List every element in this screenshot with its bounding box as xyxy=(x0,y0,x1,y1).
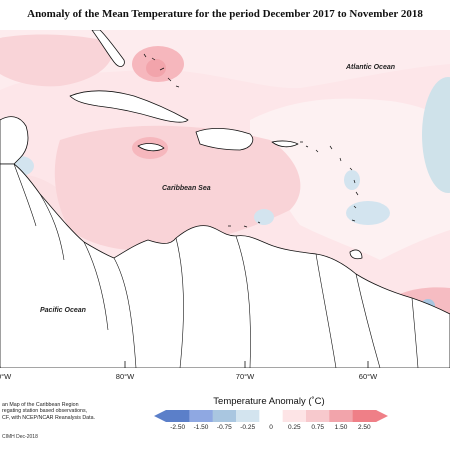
land xyxy=(0,30,450,368)
legend-tick-label: -0.75 xyxy=(216,424,232,431)
land-hispaniola xyxy=(195,128,254,151)
legend-tick-label: -2.50 xyxy=(170,424,186,431)
legend-swatch xyxy=(259,410,284,422)
legend-tick-label: -1.50 xyxy=(193,424,209,431)
anomaly-warm-central xyxy=(54,125,301,251)
land-yucatan xyxy=(0,116,29,165)
land-florida xyxy=(91,30,125,67)
legend-tick-label: 0.75 xyxy=(311,424,324,431)
legend-colorbar xyxy=(154,410,388,422)
anomaly-cool-atlantic xyxy=(422,77,450,193)
land-trinidad xyxy=(349,249,363,260)
legend-swatch xyxy=(166,410,190,422)
legend-swatch xyxy=(282,410,307,422)
anomaly-cool-antilles xyxy=(346,201,390,225)
lon-tick-70w: 70°W xyxy=(235,372,255,381)
legend-swatch xyxy=(306,410,330,422)
legend-swatch xyxy=(236,410,260,422)
legend-tick-label: 2.50 xyxy=(358,424,371,431)
legend-swatch xyxy=(189,410,214,422)
label-pacific-ocean: Pacific Ocean xyxy=(40,307,86,314)
legend-arrow-low xyxy=(154,410,166,422)
note-line: CF, with NCEP/NCAR Reanalysis Data. xyxy=(2,414,96,421)
legend-tick-label: 0 xyxy=(269,424,273,431)
note-line: regating station based observations, xyxy=(2,408,88,415)
anomaly-warm-core-bahamas xyxy=(146,59,166,77)
anomaly-map xyxy=(0,30,450,368)
lon-tick-60w: 60°W xyxy=(358,372,378,381)
country-borders xyxy=(13,163,419,368)
land-cuba xyxy=(69,90,189,123)
legend-swatch xyxy=(329,410,354,422)
legend-tick-label: 0.25 xyxy=(288,424,301,431)
legend-swatch xyxy=(352,410,377,422)
land-central-south-america xyxy=(0,163,450,368)
map-notes: an Map of the Caribbean Region regating … xyxy=(2,402,120,421)
land-small-islands xyxy=(143,53,359,228)
lon-tick-90w: 90°W xyxy=(0,372,12,381)
land-puerto-rico xyxy=(271,140,299,148)
axis-ticks xyxy=(0,361,369,368)
land-jamaica xyxy=(137,143,165,152)
anomaly-cool-antilles-2 xyxy=(344,170,360,190)
label-caribbean-sea: Caribbean Sea xyxy=(162,185,211,192)
legend-swatch xyxy=(212,410,237,422)
legend-tick-label: 1.50 xyxy=(334,424,348,431)
label-atlantic-ocean: Atlantic Ocean xyxy=(346,64,396,71)
lon-tick-80w: 80°W xyxy=(115,372,135,381)
legend-title: Temperature Anomaly (˚C) xyxy=(213,396,325,407)
credit-text: CIMH Dec-2018 xyxy=(2,434,38,440)
anomaly-cool-aruba xyxy=(254,209,274,225)
legend-tick-label: -0.25 xyxy=(240,424,256,431)
legend-arrow-high xyxy=(376,410,388,422)
anomaly-warm-gulf xyxy=(0,34,113,87)
note-line: an Map of the Caribbean Region xyxy=(2,402,79,408)
map-title: Anomaly of the Mean Temperature for the … xyxy=(27,8,423,20)
